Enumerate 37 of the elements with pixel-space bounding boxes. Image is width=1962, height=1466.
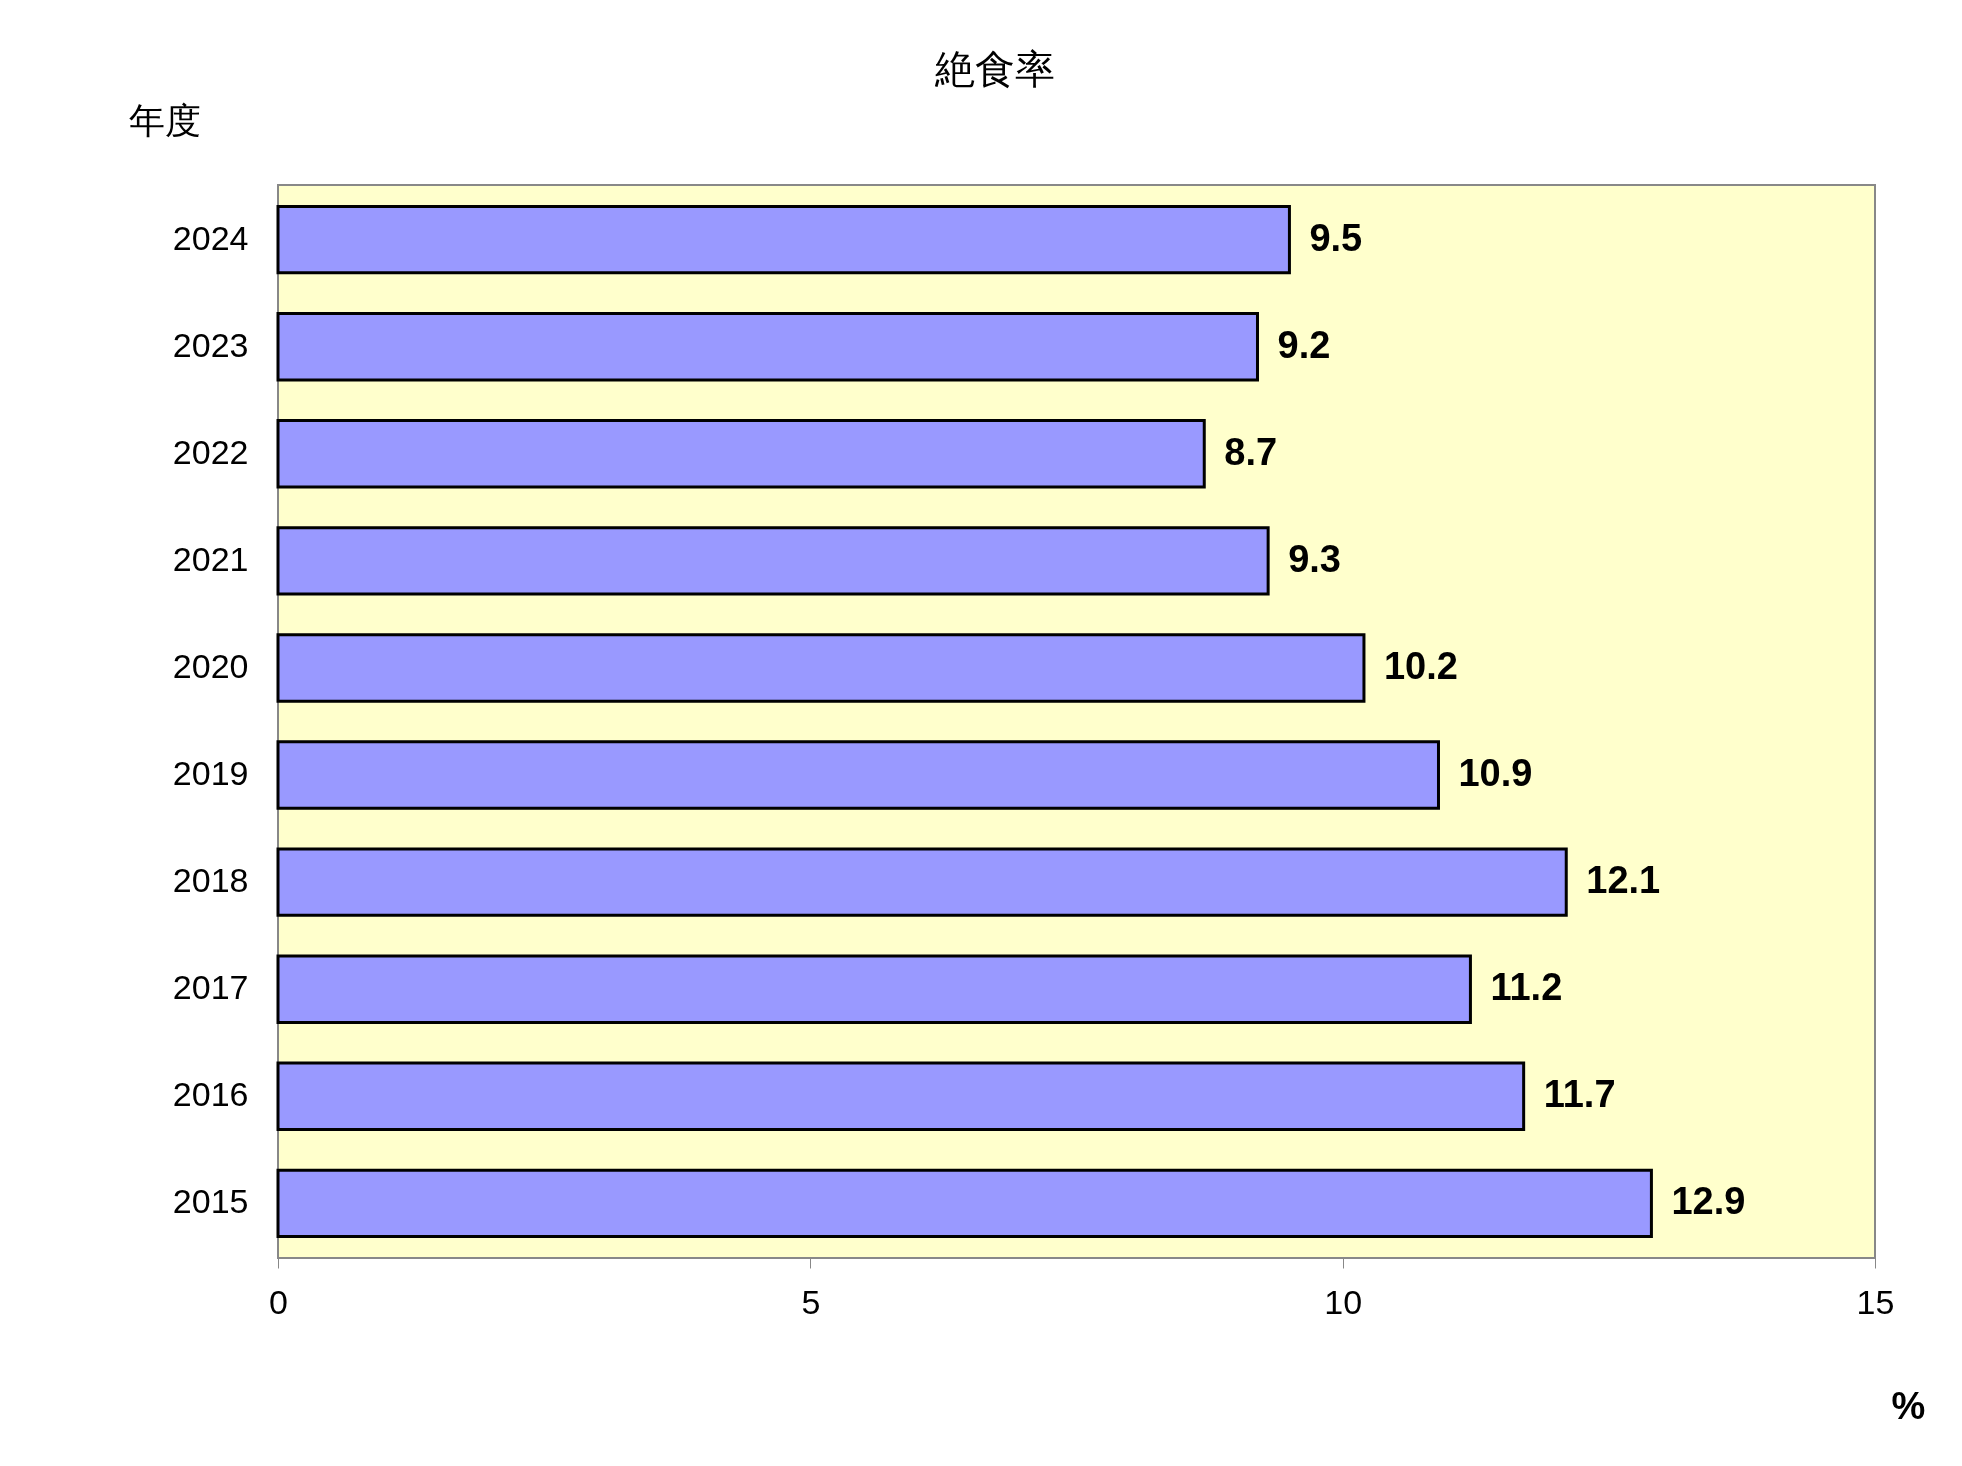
y-tick-label: 2019	[172, 754, 249, 793]
bar	[276, 633, 1366, 703]
bar	[276, 312, 1259, 382]
data-label: 11.7	[1543, 1073, 1616, 1116]
x-tick-label: 5	[801, 1282, 821, 1321]
x-axis-title: %	[1891, 1384, 1926, 1427]
x-tick-label: 15	[1856, 1282, 1895, 1321]
bar	[276, 419, 1206, 489]
y-tick-label: 2020	[172, 646, 249, 685]
y-tick-label: 2018	[172, 861, 249, 900]
data-label: 9.5	[1309, 216, 1363, 259]
bar	[276, 740, 1440, 810]
x-tick-label: 10	[1324, 1282, 1363, 1321]
y-tick-label: 2022	[172, 432, 249, 471]
x-tick-label: 0	[269, 1282, 288, 1321]
bar	[276, 204, 1291, 275]
data-label: 12.9	[1671, 1180, 1746, 1223]
bar	[276, 954, 1472, 1024]
data-label: 10.2	[1383, 644, 1458, 687]
data-label: 10.9	[1458, 752, 1533, 795]
data-label: 8.7	[1224, 430, 1278, 473]
chart-title: 絶食率	[933, 47, 1055, 91]
y-tick-label: 2024	[172, 218, 249, 257]
bar	[276, 526, 1270, 596]
y-axis-title: 年度	[128, 99, 201, 141]
bar	[276, 1168, 1653, 1239]
y-tick-label: 2023	[172, 325, 249, 364]
y-tick-label: 2021	[172, 539, 249, 578]
y-tick-label: 2017	[172, 968, 249, 1007]
bar	[276, 1061, 1526, 1131]
data-label: 12.1	[1586, 859, 1661, 902]
data-label: 9.3	[1288, 537, 1341, 580]
y-tick-label: 2016	[172, 1075, 249, 1114]
data-label: 9.2	[1277, 323, 1331, 366]
data-label: 11.2	[1490, 966, 1563, 1009]
bar	[276, 847, 1568, 917]
y-tick-label: 2015	[172, 1182, 249, 1221]
